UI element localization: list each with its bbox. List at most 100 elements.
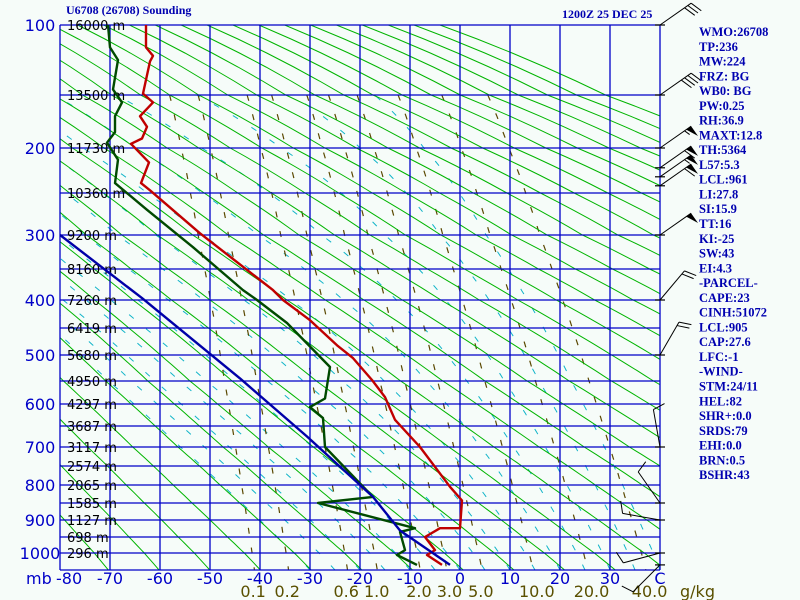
barb-staff [659, 163, 692, 187]
dry-adiabat-line [60, 184, 565, 570]
wind-barb [637, 461, 665, 504]
mixing-ratio-label: 40.0 [632, 582, 668, 600]
index-readout: LCL:961 [699, 173, 748, 187]
temp-tick-label: -30 [297, 569, 323, 588]
barb-staff [659, 2, 692, 26]
dry-adiabats [60, 25, 660, 570]
height-label: 1585 m [67, 497, 117, 512]
barb-half [684, 130, 690, 135]
wind-barb [655, 2, 702, 26]
height-label: 296 m [67, 547, 109, 562]
index-readout: TH:5364 [699, 143, 747, 157]
wind-barb [621, 564, 665, 593]
temperature-line [129, 25, 464, 566]
barb-staff [623, 552, 661, 564]
dry-adiabat-line [180, 25, 660, 275]
barb-full [684, 150, 696, 159]
height-label: 8160 m [67, 263, 117, 278]
height-label: 4297 m [67, 398, 117, 413]
temp-tick-label: 20 [550, 569, 570, 588]
barb-pennant [686, 213, 699, 224]
index-readout: TT:16 [699, 217, 731, 231]
temp-unit-label: C [654, 569, 665, 588]
moist-adiabat-line [60, 296, 361, 570]
index-readout: BSHR:43 [699, 468, 750, 482]
dry-adiabat-line [60, 78, 660, 467]
height-label: 698 m [67, 531, 109, 546]
index-readout: SI:15.9 [699, 202, 737, 216]
mixing-ratio-line [441, 94, 589, 570]
chart-datetime: 1200Z 25 DEC 25 [562, 7, 652, 21]
index-readout: HEL:82 [699, 394, 742, 408]
height-label: 6419 m [67, 322, 117, 337]
wind-barb [652, 403, 665, 448]
profiles [60, 25, 464, 566]
dry-adiabat-line [60, 43, 660, 411]
moist-adiabat-line [60, 334, 311, 570]
barb-full [690, 72, 702, 82]
barb-full [637, 461, 647, 473]
height-label: 3117 m [67, 441, 117, 456]
dry-adiabat-line [77, 25, 660, 360]
wind-barb [655, 270, 697, 301]
temp-tick-label: 30 [600, 569, 620, 588]
height-label: 1127 m [67, 514, 117, 529]
barb-full [687, 5, 699, 14]
dry-adiabat-line [60, 302, 363, 570]
height-label: 5680 m [67, 349, 117, 364]
barb-staff [659, 125, 692, 149]
chart-title: U6708 (26708) Sounding [66, 3, 191, 17]
axis-labels: 0.1 0.2 0.6 1.0 2.0 3.0 5.0 10.0 20.0 40.0 g/kg100… [20, 16, 715, 600]
barb-full [684, 270, 697, 277]
wind-barb [655, 321, 692, 356]
index-readout: MAXT:12.8 [699, 128, 762, 142]
height-label: 16000 m [67, 19, 125, 34]
barb-staff [652, 409, 661, 448]
dry-adiabat-line [155, 25, 660, 295]
pressure-tick-label: 700 [25, 438, 56, 457]
height-label: 2574 m [67, 460, 117, 475]
barb-pennant [686, 155, 699, 165]
dry-adiabat-line [60, 59, 660, 439]
pressure-tick-label: 200 [25, 139, 56, 158]
dry-adiabat-line [60, 418, 211, 570]
temp-tick-label: -40 [247, 569, 273, 588]
dry-adiabat-line [60, 514, 109, 570]
wind-barb [615, 552, 665, 564]
dry-adiabat-line [284, 25, 660, 203]
barb-staff [632, 564, 661, 593]
pressure-tick-label: 600 [25, 395, 56, 414]
barb-half [684, 159, 690, 164]
index-readout: SW:43 [699, 247, 734, 261]
height-label: 11730 m [67, 142, 125, 157]
barb-full [690, 2, 702, 12]
dry-adiabat-line [258, 25, 660, 221]
barb-full [687, 75, 699, 84]
dry-adiabat-line [60, 28, 660, 386]
barb-staff [659, 72, 692, 96]
moist-adiabat-line [291, 94, 636, 570]
pressure-tick-label: 300 [25, 226, 56, 245]
index-readout: LFC:-1 [699, 350, 739, 364]
barb-full [684, 77, 696, 86]
dry-adiabat-line [60, 241, 464, 570]
mixing-ratio-line [197, 94, 290, 570]
moist-adiabat-line [60, 315, 336, 570]
wind-barb [655, 212, 699, 236]
barb-pennant [686, 126, 699, 137]
barb-staff [659, 154, 692, 178]
temp-tick-label: -10 [397, 569, 423, 588]
dry-adiabat-line [60, 211, 515, 570]
mixing-ratio-label: 3.0 [437, 582, 462, 600]
index-readout: STM:24/11 [699, 379, 758, 393]
moist-adiabat-line [196, 94, 611, 570]
pressure-tick-label: 800 [25, 476, 56, 495]
mixing-ratio-label: 5.0 [468, 582, 493, 600]
barb-full [681, 79, 692, 89]
moist-adiabat-line [374, 94, 660, 570]
index-readout: CINH:51072 [699, 306, 767, 320]
barb-full [676, 325, 690, 329]
temp-tick-label: -50 [197, 569, 223, 588]
wind-barb [620, 500, 665, 521]
